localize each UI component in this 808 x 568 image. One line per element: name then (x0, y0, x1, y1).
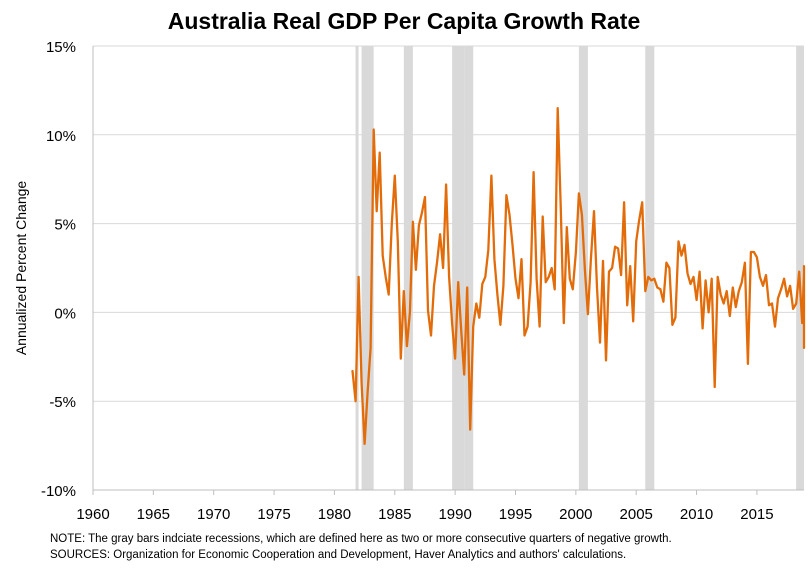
x-tick-labels: 1960 1965 1970 1975 1980 1985 1990 1995 2000 2005… (76, 506, 773, 523)
sources-text: SOURCES: Organization for Economic Coope… (50, 549, 627, 561)
recession-bar (355, 46, 359, 490)
recession-bar (464, 46, 474, 490)
y-tick-label: -5% (49, 394, 76, 411)
x-tick-label: 1990 (438, 506, 471, 523)
recession-bar (452, 46, 465, 490)
x-tick-label: 1960 (76, 506, 109, 523)
y-tick-label: 15% (46, 39, 76, 56)
recession-bar (361, 46, 374, 490)
axes (92, 46, 804, 495)
recession-bar (403, 46, 413, 490)
y-tick-label: -10% (41, 483, 76, 500)
x-tick-label: 2000 (559, 506, 592, 523)
x-tick-label: 1965 (137, 506, 170, 523)
x-tick-label: 1980 (318, 506, 351, 523)
y-tick-labels: -10% -5% 0% 5% 10% 15% (41, 39, 76, 500)
x-tick-label: 1970 (197, 506, 230, 523)
x-tick-label: 1985 (378, 506, 411, 523)
recession-bar (645, 46, 655, 490)
series-line (351, 107, 806, 445)
recession-bars (355, 46, 804, 490)
series (351, 107, 806, 445)
y-tick-label: 10% (46, 128, 76, 145)
x-tick-label: 1975 (257, 506, 290, 523)
y-tick-label: 5% (54, 217, 76, 234)
note-text: NOTE: The gray bars indciate recessions,… (50, 533, 672, 545)
x-tick-label: 2015 (740, 506, 773, 523)
y-tick-label: 0% (54, 305, 76, 322)
x-tick-label: 1995 (499, 506, 532, 523)
x-tick-label: 2010 (680, 506, 713, 523)
chart-title: Australia Real GDP Per Capita Growth Rat… (167, 8, 641, 34)
recession-bar (796, 46, 804, 490)
x-tick-label: 2005 (620, 506, 653, 523)
recession-bar (578, 46, 588, 490)
y-axis-label: Annualized Percent Change (13, 181, 29, 356)
